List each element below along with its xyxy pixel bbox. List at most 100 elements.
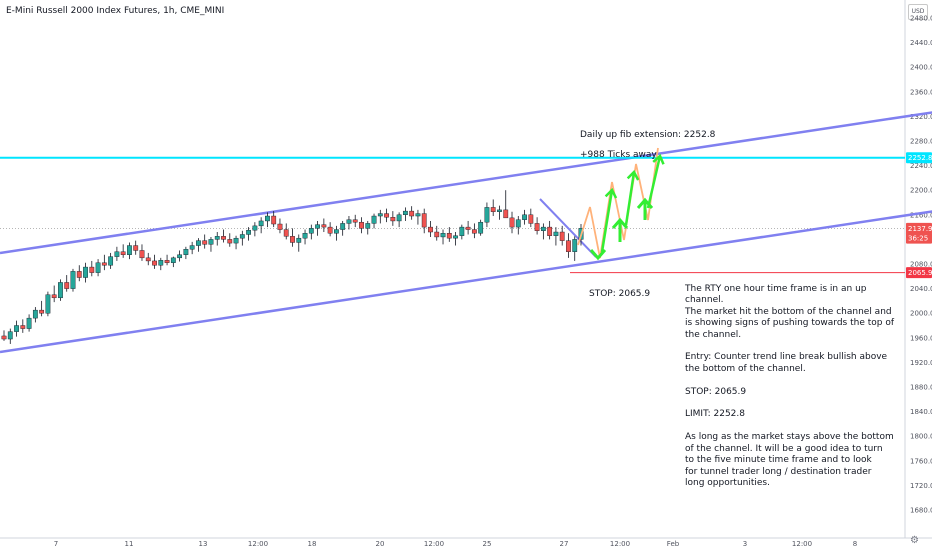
candle-body — [421, 213, 427, 228]
price-tag-bg — [906, 232, 932, 244]
candle-body — [327, 226, 333, 234]
y-tick-label: 1920.0 — [910, 359, 932, 367]
y-tick-label: 2040.0 — [910, 285, 932, 293]
y-tick-label: 1880.0 — [910, 384, 932, 392]
candles — [1, 190, 584, 344]
candle-body — [277, 223, 283, 230]
candle-body — [1, 335, 7, 340]
candle-body — [566, 240, 571, 252]
candle-body — [365, 223, 371, 229]
candle-body — [471, 229, 477, 234]
x-tick-label: 12:00 — [792, 540, 812, 548]
y-tick-label: 2280.0 — [910, 138, 932, 146]
ticks-away-label: +988 Ticks away — [580, 150, 657, 160]
y-tick-label: 1760.0 — [910, 457, 932, 465]
candle-body — [515, 219, 521, 228]
up-arrow-1-head — [611, 217, 629, 229]
candle-body — [296, 237, 302, 243]
y-tick-label: 2000.0 — [910, 310, 932, 318]
y-tick-label: 1680.0 — [910, 507, 932, 515]
candle-body — [246, 229, 251, 235]
candle-body — [497, 209, 502, 212]
x-tick-label: 12:00 — [610, 540, 630, 548]
projection-dip-1 — [589, 249, 607, 261]
projection-arrow-3-head — [652, 153, 665, 165]
candle-body — [39, 309, 45, 314]
x-tick-label: 12:00 — [248, 540, 268, 548]
candle-body — [45, 294, 51, 314]
candle-body — [26, 317, 32, 329]
candle-body — [252, 225, 258, 231]
analysis-text: The RTY one hour time frame is in an up … — [685, 284, 894, 488]
candle-body — [384, 213, 389, 218]
candle-body — [265, 215, 270, 222]
candle-body — [478, 221, 484, 234]
candle-body — [114, 251, 120, 257]
candle-body — [208, 239, 214, 245]
candle-body — [164, 260, 170, 263]
price-tag-label: 2065.9 — [908, 269, 932, 277]
candle-body — [83, 266, 88, 278]
candle-body — [453, 235, 458, 239]
price-tag-label: 2252.8 — [908, 154, 932, 162]
projection-arrow-2-head — [626, 169, 640, 181]
candle-body — [32, 309, 38, 319]
candle-body — [152, 260, 157, 266]
candle-body — [108, 256, 114, 266]
candle-body — [415, 213, 421, 217]
y-tick-label: 2160.0 — [910, 211, 932, 219]
candle-body — [227, 239, 233, 244]
channel-top-line — [0, 111, 932, 255]
y-tick-label: 2360.0 — [910, 88, 932, 96]
projection-arrow-3 — [646, 155, 662, 209]
y-tick-label: 2080.0 — [910, 261, 932, 269]
candle-body — [377, 213, 383, 217]
candle-body — [196, 240, 201, 246]
projection-arrows — [577, 147, 665, 261]
projection-arrow-1-head — [604, 187, 618, 199]
candle-body — [490, 207, 496, 212]
gear-icon[interactable]: ⚙ — [910, 535, 919, 546]
x-tick-label: Feb — [667, 540, 680, 548]
y-tick-label: 2320.0 — [910, 113, 932, 121]
candle-body — [7, 331, 13, 340]
candle-body — [221, 236, 226, 240]
candle-body — [559, 231, 565, 241]
currency-label[interactable]: USD — [908, 4, 928, 20]
x-tick-label: 13 — [199, 540, 208, 548]
candle-body — [572, 239, 578, 252]
candle-body — [547, 226, 553, 236]
candle-body — [553, 231, 559, 236]
candle-body — [359, 221, 364, 229]
y-tick-label: 1840.0 — [910, 408, 932, 416]
candle-body — [409, 210, 415, 217]
candle-body — [440, 233, 446, 238]
candle-body — [58, 282, 63, 299]
fib-label: Daily up fib extension: 2252.8 — [580, 130, 716, 140]
candle-body — [127, 245, 132, 255]
candle-body — [89, 266, 95, 273]
y-tick-label: 1960.0 — [910, 334, 932, 342]
projection-arrow-2 — [624, 171, 636, 226]
price-tag-label: 2137.9 — [908, 225, 932, 233]
candle-body — [509, 217, 515, 228]
candle-body — [396, 214, 402, 222]
candle-body — [534, 223, 540, 231]
candle-body — [283, 229, 289, 237]
x-tick-label: 25 — [483, 540, 492, 548]
candle-body — [258, 220, 264, 227]
candle-body — [233, 237, 239, 244]
candle-body — [540, 226, 546, 231]
candle-body — [371, 215, 377, 224]
candle-body — [51, 294, 57, 299]
candle-body — [76, 271, 82, 278]
candle-body — [465, 226, 471, 230]
price-tag-bg — [906, 222, 932, 234]
candle-body — [434, 231, 440, 238]
stop-label: STOP: 2065.9 — [589, 289, 651, 299]
y-tick-label: 1720.0 — [910, 482, 932, 490]
candle-body — [271, 215, 277, 225]
candle-body — [302, 233, 308, 239]
